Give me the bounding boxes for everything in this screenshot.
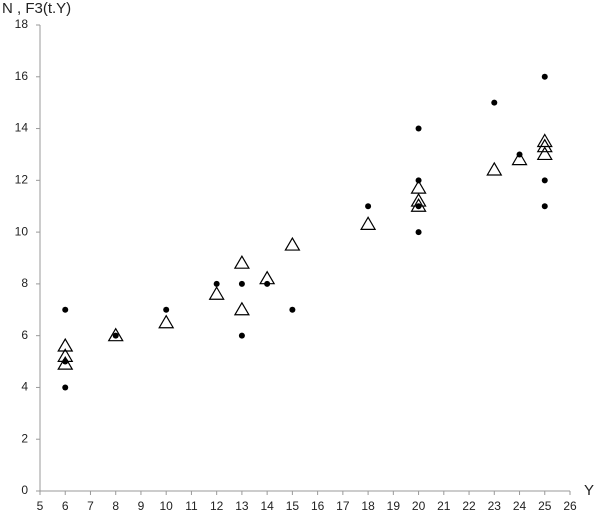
data-point: [410, 192, 427, 207]
x-tick-label: 17: [336, 499, 350, 513]
data-point: [233, 254, 250, 269]
data-point: [410, 198, 427, 212]
y-tick-label: 8: [21, 276, 28, 290]
y-tick-label: 0: [21, 483, 28, 497]
data-point: [238, 280, 245, 287]
x-tick-label: 20: [412, 499, 426, 513]
data-point: [62, 384, 69, 391]
data-point: [213, 280, 220, 287]
x-tick-label: 15: [286, 499, 300, 513]
data-point: [107, 327, 124, 342]
data-point: [259, 270, 276, 285]
x-tick-label: 9: [138, 499, 145, 513]
y-tick-label: 10: [15, 224, 29, 238]
data-point: [491, 99, 498, 106]
x-tick-label: 19: [387, 499, 401, 513]
data-point: [284, 236, 301, 251]
y-tick-label: 18: [15, 17, 29, 31]
data-point: [289, 306, 296, 313]
data-point: [536, 138, 553, 153]
x-tick-label: 23: [488, 499, 502, 513]
x-tick-label: 18: [361, 499, 375, 513]
x-axis-label: Y: [584, 482, 594, 499]
x-tick-label: 6: [62, 499, 69, 513]
x-tick-label: 10: [160, 499, 174, 513]
data-point: [365, 203, 372, 210]
y-tick-label: 16: [15, 69, 29, 83]
x-tick-label: 7: [87, 499, 94, 513]
data-point: [238, 332, 245, 339]
x-tick-label: 26: [563, 499, 577, 513]
data-point: [360, 216, 377, 230]
x-tick-label: 21: [437, 499, 451, 513]
x-tick-label: 12: [210, 499, 224, 513]
data-point: [57, 348, 74, 362]
data-point: [158, 314, 175, 329]
data-point: [163, 306, 170, 313]
data-point: [57, 337, 74, 352]
y-axis-label: N , F3(t.Y): [2, 0, 71, 17]
data-point: [541, 203, 548, 210]
x-tick-label: 24: [513, 499, 527, 513]
x-tick-label: 5: [37, 499, 44, 513]
x-tick-label: 13: [235, 499, 249, 513]
data-point: [233, 301, 250, 316]
y-tick-label: 12: [15, 173, 29, 187]
x-tick-label: 14: [260, 499, 274, 513]
x-tick-label: 25: [538, 499, 552, 513]
data-point: [536, 146, 553, 161]
data-point: [57, 355, 74, 370]
data-point: [541, 177, 548, 184]
data-point: [511, 151, 528, 166]
y-tick-label: 2: [21, 431, 28, 445]
x-tick-label: 8: [112, 499, 119, 513]
data-point: [415, 229, 422, 236]
y-tick-label: 14: [15, 121, 29, 135]
data-point: [112, 332, 119, 339]
x-tick-label: 11: [185, 499, 198, 513]
data-point: [541, 73, 548, 80]
x-tick-label: 16: [311, 499, 325, 513]
data-point: [208, 286, 225, 300]
data-point: [62, 306, 69, 313]
y-tick-label: 6: [21, 328, 28, 342]
data-point: [415, 125, 422, 132]
x-tick-label: 22: [462, 499, 476, 513]
data-point: [486, 161, 503, 176]
y-tick-label: 4: [21, 380, 28, 394]
